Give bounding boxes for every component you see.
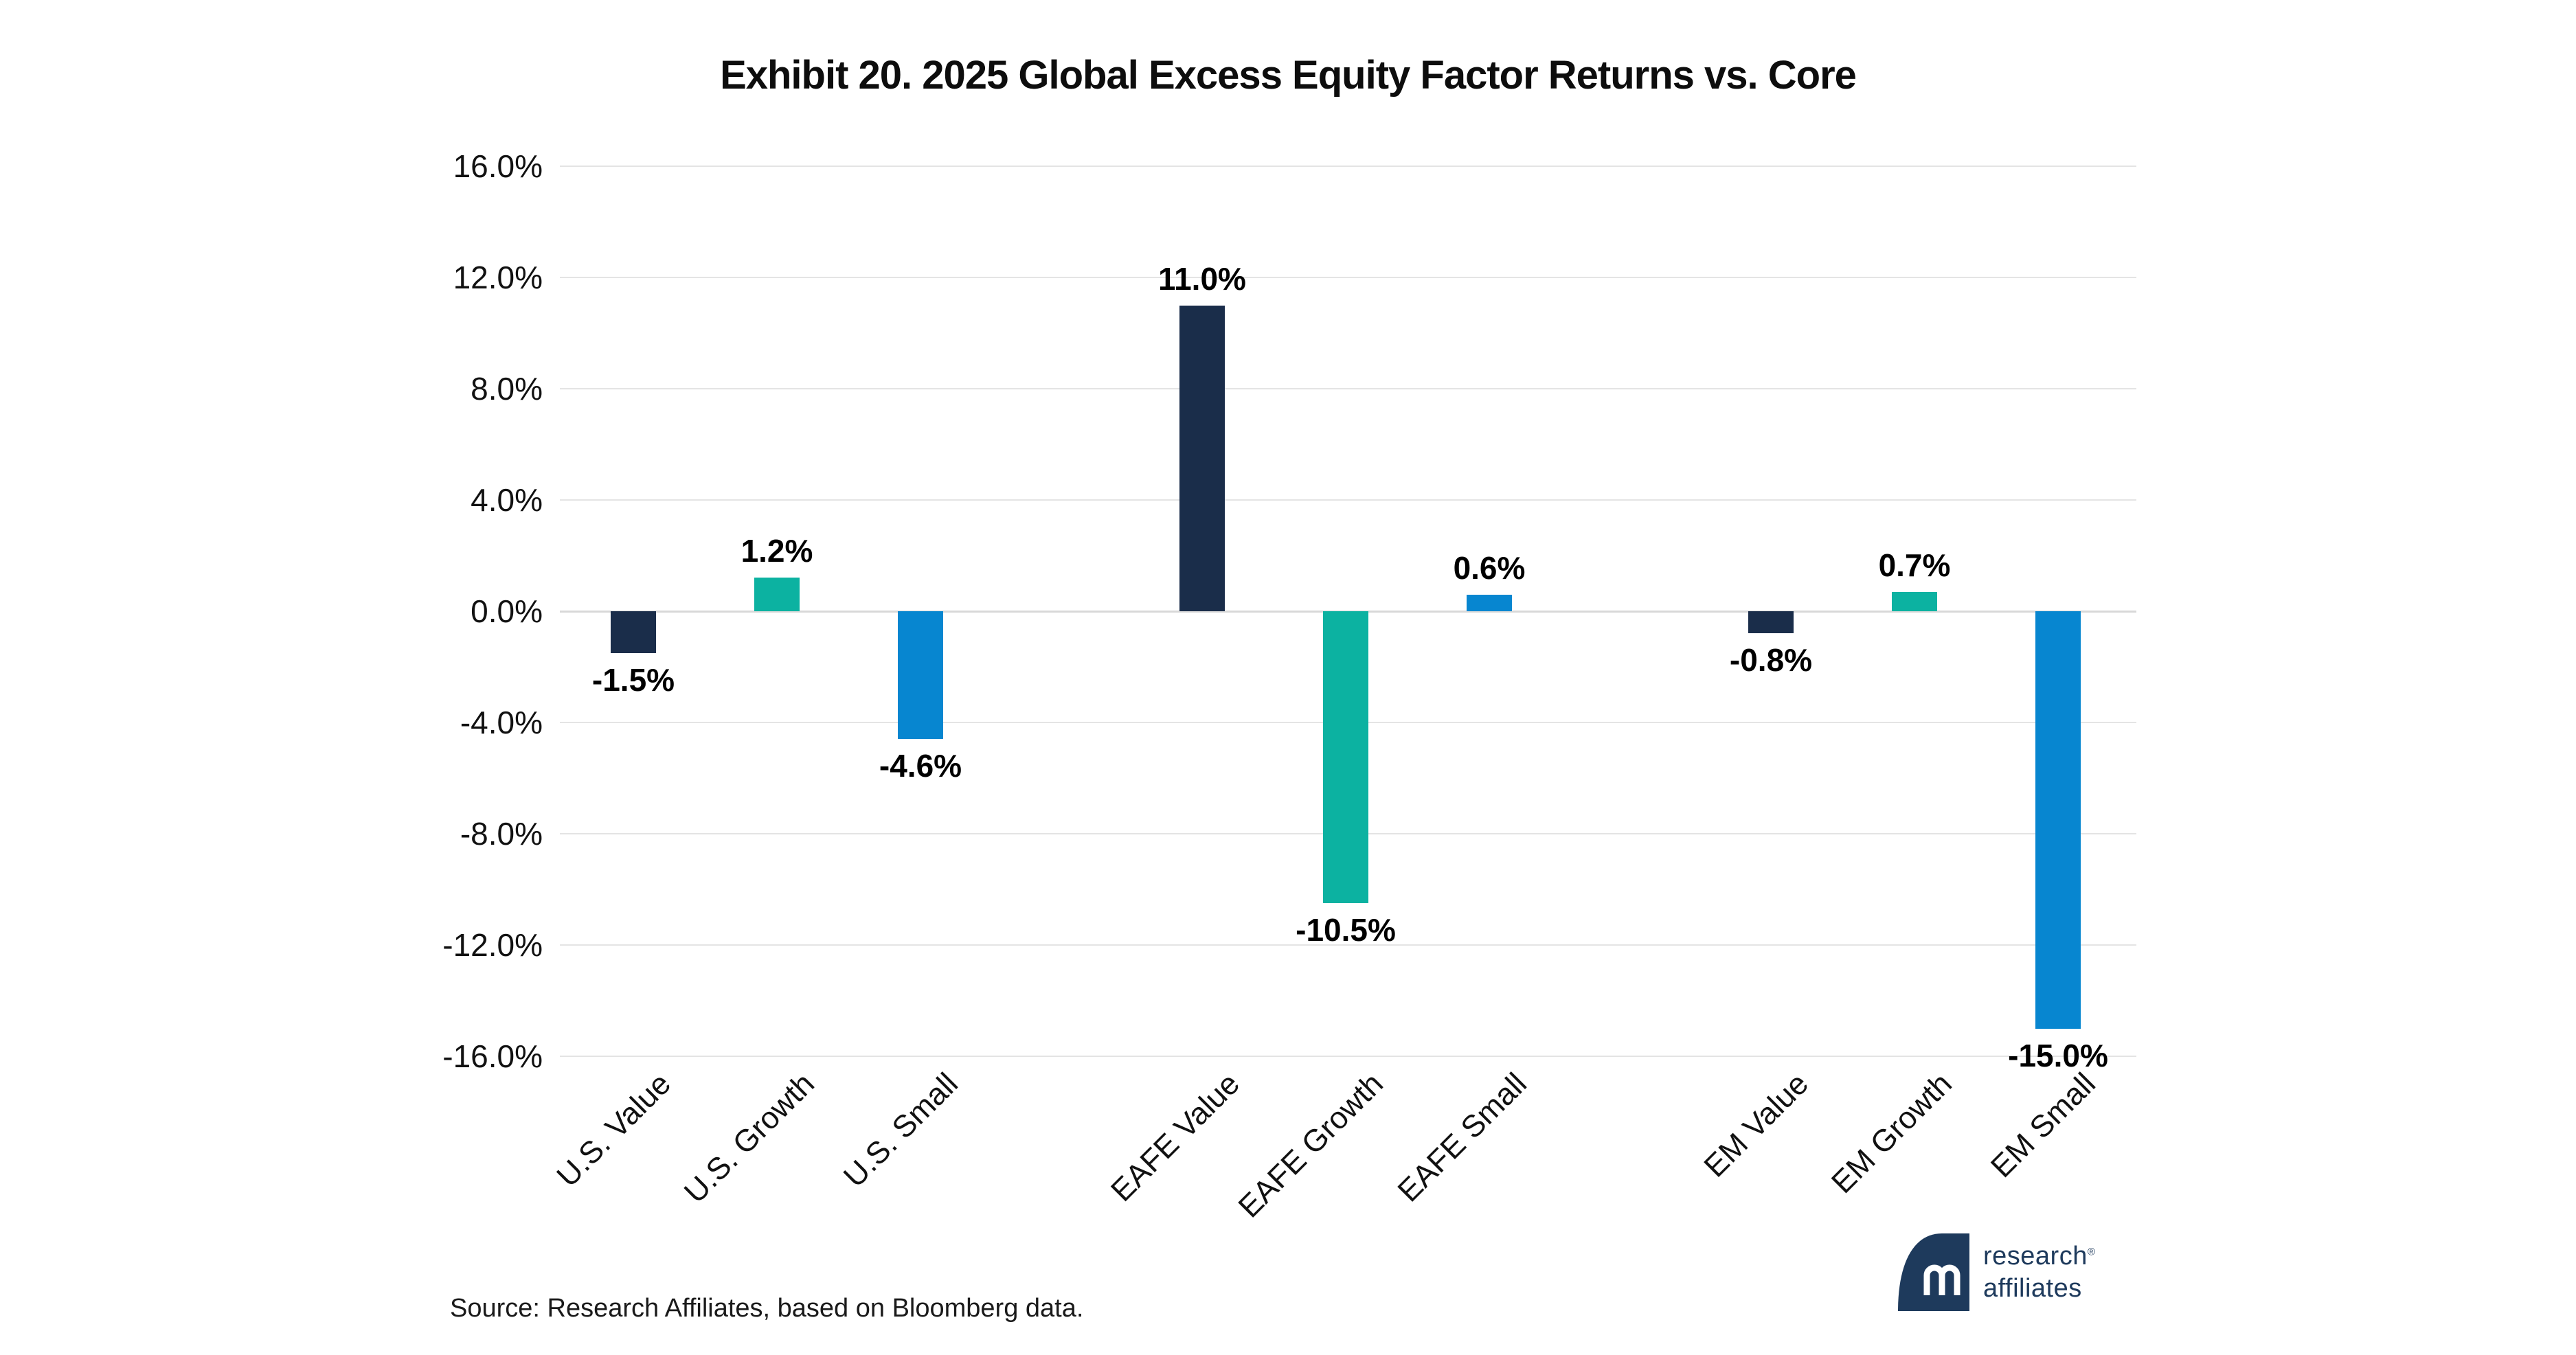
gridline (560, 277, 2136, 278)
y-axis-tick-label: -8.0% (460, 816, 543, 852)
bar-eafe-small (1467, 594, 1512, 611)
bar-em-small (2035, 611, 2081, 1029)
bar-em-value (1748, 611, 1794, 634)
bar-u-s-small (898, 611, 943, 740)
ra-monogram-icon (1923, 1264, 1961, 1295)
bar-value-label: -15.0% (2008, 1037, 2108, 1073)
bar-value-label: -10.5% (1296, 912, 1396, 948)
bar-value-label: -0.8% (1729, 642, 1813, 679)
registered-mark: ® (2087, 1246, 2096, 1258)
bar-value-label: -4.6% (879, 748, 962, 784)
y-axis-tick-label: 12.0% (453, 260, 543, 295)
y-axis-tick-label: 16.0% (453, 148, 543, 184)
gridline (560, 388, 2136, 389)
gridline (560, 1056, 2136, 1057)
bar-value-label: 1.2% (741, 533, 813, 569)
bar-value-label: 11.0% (1158, 260, 1246, 297)
gridline (560, 499, 2136, 501)
chart-title: Exhibit 20. 2025 Global Excess Equity Fa… (720, 53, 1857, 98)
bar-eafe-value (1179, 305, 1225, 611)
bar-value-label: -1.5% (591, 661, 675, 698)
y-axis-tick-label: -4.0% (460, 705, 543, 740)
y-axis-tick-label: 4.0% (471, 482, 543, 518)
y-axis-tick-label: -16.0% (442, 1038, 543, 1074)
bar-value-label: 0.6% (1453, 549, 1526, 586)
logo-wordmark: research® affiliates (1983, 1240, 2095, 1304)
bar-eafe-growth (1323, 611, 1368, 904)
gridline (560, 166, 2136, 167)
bar-value-label: 0.7% (1878, 547, 1951, 583)
logo-wordmark-line1: research® (1983, 1242, 2096, 1271)
ra-logo-mark (1898, 1233, 1969, 1311)
logo-wordmark-line2: affiliates (1983, 1273, 2082, 1303)
source-note: Source: Research Affiliates, based on Bl… (450, 1294, 1084, 1323)
gridline (560, 944, 2136, 946)
bar-em-growth (1892, 591, 1937, 611)
bar-u-s-value (611, 611, 656, 653)
y-axis-tick-label: -12.0% (442, 927, 543, 963)
y-axis-tick-label: 8.0% (471, 371, 543, 407)
research-affiliates-logo: research® affiliates (1898, 1233, 2095, 1311)
y-axis-tick-label: 0.0% (471, 593, 543, 629)
bar-u-s-growth (754, 578, 800, 611)
